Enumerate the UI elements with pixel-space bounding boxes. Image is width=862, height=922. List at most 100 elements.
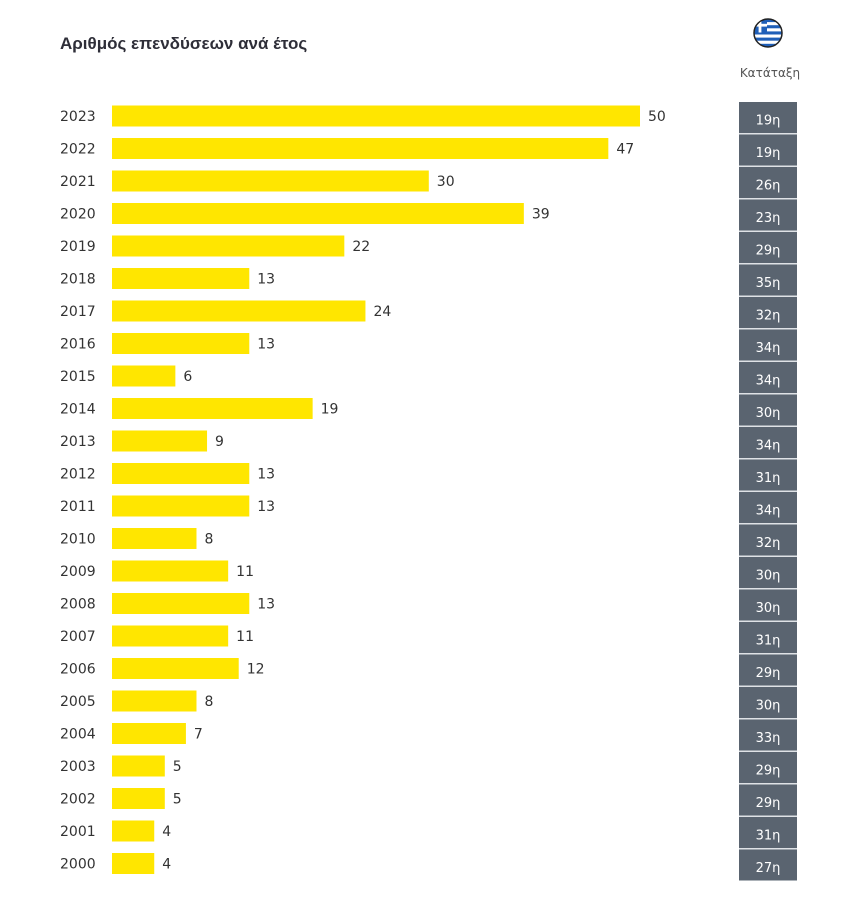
- year-label: 2001: [60, 824, 96, 840]
- value-label: 39: [532, 207, 550, 223]
- year-label: 2009: [60, 564, 96, 580]
- rank-label: 30η: [756, 601, 781, 616]
- value-label: 19: [321, 402, 339, 418]
- year-label: 2011: [60, 499, 96, 515]
- year-label: 2002: [60, 792, 96, 808]
- rank-label: 31η: [756, 634, 781, 649]
- rank-column-header: Κατάταξη: [739, 66, 801, 80]
- bar: [112, 690, 197, 712]
- value-label: 5: [173, 792, 182, 808]
- year-label: 2007: [60, 629, 96, 645]
- rank-label: 34η: [756, 439, 781, 454]
- value-label: 11: [236, 564, 254, 580]
- value-label: 13: [257, 597, 275, 613]
- bar: [112, 723, 186, 744]
- year-label: 2005: [60, 694, 96, 710]
- bar: [112, 170, 429, 192]
- bar: [112, 853, 155, 874]
- rank-label: 33η: [756, 731, 781, 746]
- rank-label: 27η: [756, 861, 781, 876]
- bar: [112, 528, 197, 549]
- year-label: 2023: [60, 109, 96, 125]
- value-label: 8: [204, 532, 213, 548]
- bar: [112, 755, 165, 777]
- rank-label: 34η: [756, 341, 781, 356]
- value-label: 47: [616, 142, 634, 158]
- value-label: 11: [236, 629, 254, 645]
- bar: [112, 105, 640, 127]
- rank-label: 31η: [756, 471, 781, 486]
- bar: [112, 333, 250, 354]
- value-label: 4: [162, 857, 171, 873]
- rank-label: 29η: [756, 244, 781, 259]
- year-label: 2012: [60, 467, 96, 483]
- rank-label: 29η: [756, 666, 781, 681]
- rank-label: 30η: [756, 569, 781, 584]
- rank-label: 30η: [756, 699, 781, 714]
- value-label: 12: [247, 662, 265, 678]
- bar: [112, 788, 165, 809]
- year-label: 2016: [60, 337, 96, 353]
- value-label: 50: [648, 109, 666, 125]
- greece-flag-icon: [753, 18, 783, 48]
- bar: [112, 203, 524, 224]
- value-label: 24: [373, 304, 391, 320]
- rank-label: 29η: [756, 764, 781, 779]
- year-label: 2008: [60, 597, 96, 613]
- year-label: 2017: [60, 304, 96, 320]
- bar: [112, 820, 155, 842]
- rank-label: 30η: [756, 406, 781, 421]
- year-label: 2018: [60, 272, 96, 288]
- year-label: 2020: [60, 207, 96, 223]
- bar: [112, 560, 229, 582]
- value-label: 4: [162, 824, 171, 840]
- rank-label: 31η: [756, 829, 781, 844]
- rank-label: 34η: [756, 504, 781, 519]
- value-label: 9: [215, 434, 224, 450]
- value-label: 13: [257, 337, 275, 353]
- year-label: 2021: [60, 174, 96, 190]
- rank-label: 19η: [756, 146, 781, 161]
- value-label: 22: [352, 239, 370, 255]
- rank-label: 34η: [756, 374, 781, 389]
- value-label: 7: [194, 727, 203, 743]
- rank-label: 19η: [756, 114, 781, 129]
- rank-label: 35η: [756, 276, 781, 291]
- rank-label: 26η: [756, 179, 781, 194]
- year-label: 2013: [60, 434, 96, 450]
- year-label: 2000: [60, 857, 96, 873]
- year-label: 2010: [60, 532, 96, 548]
- year-label: 2015: [60, 369, 96, 385]
- bar: [112, 593, 250, 614]
- rank-label: 32η: [756, 309, 781, 324]
- bar: [112, 235, 345, 257]
- year-label: 2006: [60, 662, 96, 678]
- value-label: 6: [183, 369, 192, 385]
- bar: [112, 138, 609, 159]
- value-label: 5: [173, 759, 182, 775]
- bar: [112, 430, 208, 452]
- year-label: 2014: [60, 402, 96, 418]
- bar: [112, 365, 176, 387]
- bar: [112, 495, 250, 517]
- year-label: 2019: [60, 239, 96, 255]
- bar: [112, 300, 366, 322]
- rank-label: 32η: [756, 536, 781, 551]
- value-label: 13: [257, 499, 275, 515]
- bar: [112, 658, 239, 679]
- year-label: 2022: [60, 142, 96, 158]
- rank-label: 29η: [756, 796, 781, 811]
- chart-title: Αριθμός επενδύσεων ανά έτος: [60, 34, 308, 53]
- value-label: 8: [204, 694, 213, 710]
- year-label: 2003: [60, 759, 96, 775]
- rank-label: 23η: [756, 211, 781, 226]
- bar: [112, 463, 250, 484]
- bar: [112, 398, 313, 419]
- bar: [112, 625, 229, 647]
- value-label: 13: [257, 467, 275, 483]
- year-label: 2004: [60, 727, 96, 743]
- value-label: 13: [257, 272, 275, 288]
- bar: [112, 268, 250, 289]
- value-label: 30: [437, 174, 455, 190]
